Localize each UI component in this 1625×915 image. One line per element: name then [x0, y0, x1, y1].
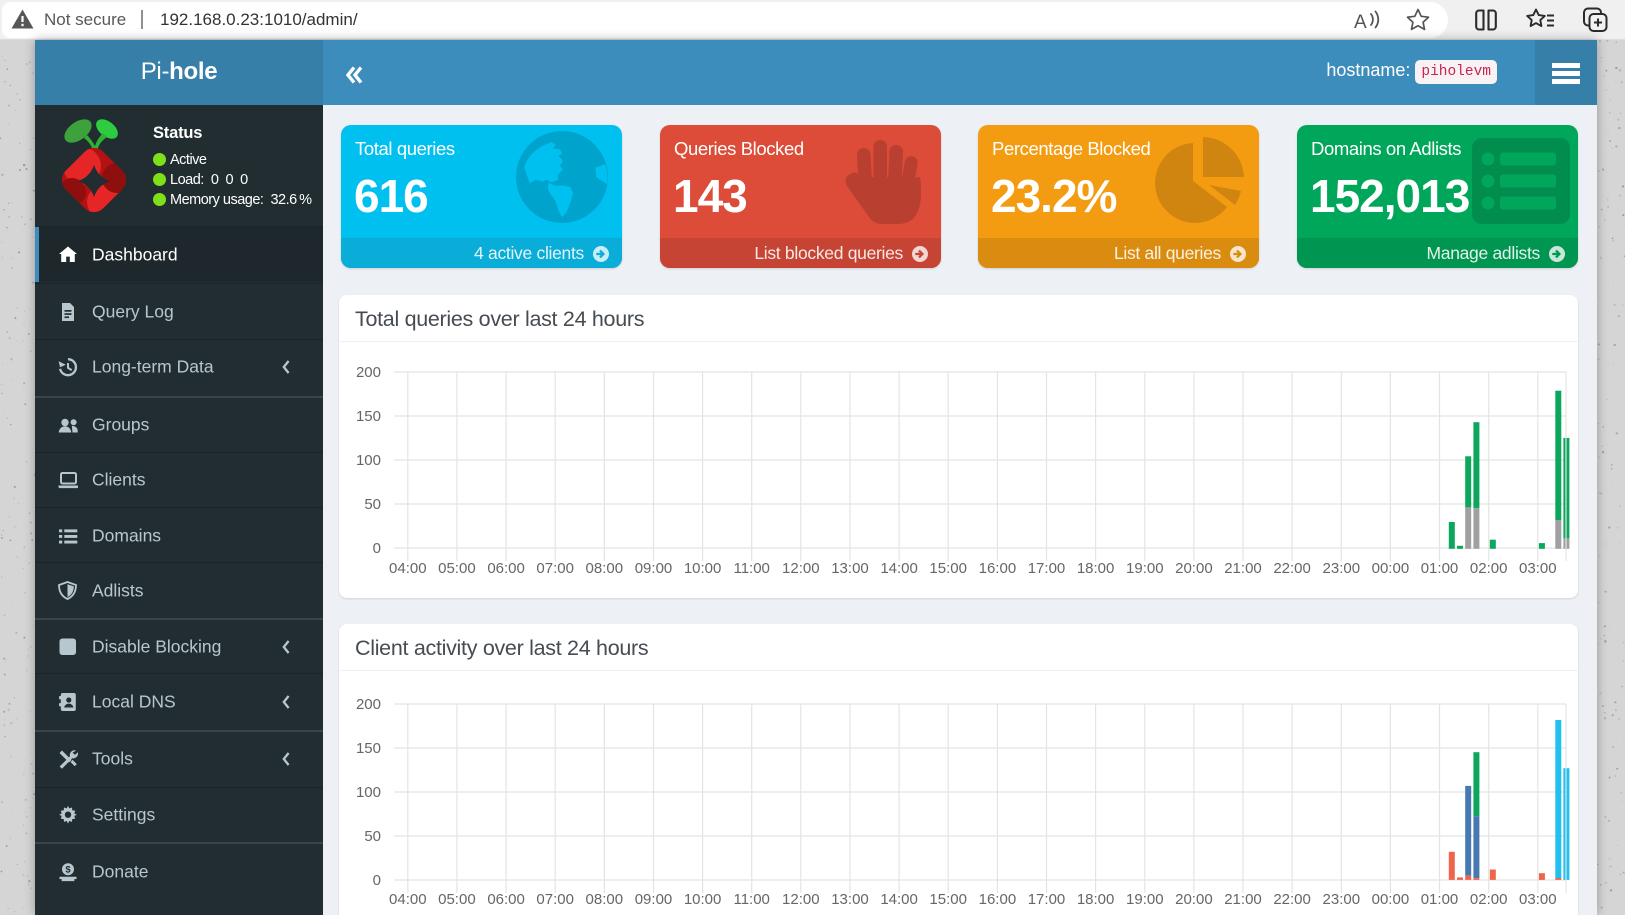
svg-text:08:00: 08:00	[586, 891, 624, 908]
svg-text:18:00: 18:00	[1077, 560, 1115, 577]
svg-text:150: 150	[356, 408, 381, 425]
svg-text:04:00: 04:00	[389, 560, 427, 577]
svg-text:50: 50	[364, 828, 381, 845]
svg-text:05:00: 05:00	[438, 560, 476, 577]
svg-text:200: 200	[356, 696, 381, 713]
svg-text:04:00: 04:00	[389, 891, 427, 908]
svg-text:50: 50	[364, 496, 381, 513]
svg-text:21:00: 21:00	[1224, 560, 1262, 577]
svg-text:14:00: 14:00	[880, 891, 918, 908]
svg-text:07:00: 07:00	[536, 891, 574, 908]
svg-text:13:00: 13:00	[831, 891, 869, 908]
svg-text:15:00: 15:00	[929, 891, 967, 908]
svg-text:02:00: 02:00	[1470, 560, 1508, 577]
svg-text:A: A	[1354, 12, 1367, 33]
svg-text:200: 200	[356, 364, 381, 381]
svg-text:0: 0	[373, 540, 381, 557]
svg-text:14:00: 14:00	[880, 560, 918, 577]
svg-text:06:00: 06:00	[487, 891, 525, 908]
svg-text:09:00: 09:00	[635, 891, 673, 908]
svg-text:20:00: 20:00	[1175, 891, 1213, 908]
svg-text:100: 100	[356, 784, 381, 801]
svg-text:20:00: 20:00	[1175, 560, 1213, 577]
svg-text:12:00: 12:00	[782, 891, 820, 908]
svg-text:08:00: 08:00	[586, 560, 624, 577]
svg-text:10:00: 10:00	[684, 560, 722, 577]
svg-text:02:00: 02:00	[1470, 891, 1508, 908]
svg-text:19:00: 19:00	[1126, 560, 1164, 577]
svg-text:23:00: 23:00	[1323, 560, 1361, 577]
svg-text:$: $	[65, 864, 71, 875]
svg-text:17:00: 17:00	[1028, 891, 1066, 908]
svg-text:22:00: 22:00	[1273, 560, 1311, 577]
svg-text:150: 150	[356, 740, 381, 757]
svg-text:22:00: 22:00	[1273, 891, 1311, 908]
svg-text:00:00: 00:00	[1372, 560, 1410, 577]
svg-text:100: 100	[356, 452, 381, 469]
svg-text:07:00: 07:00	[536, 560, 574, 577]
svg-text:10:00: 10:00	[684, 891, 722, 908]
svg-text:11:00: 11:00	[733, 891, 769, 908]
svg-text:19:00: 19:00	[1126, 891, 1164, 908]
svg-text:13:00: 13:00	[831, 560, 869, 577]
svg-text:03:00: 03:00	[1519, 560, 1557, 577]
svg-text:18:00: 18:00	[1077, 891, 1115, 908]
svg-text:12:00: 12:00	[782, 560, 820, 577]
svg-text:01:00: 01:00	[1421, 560, 1459, 577]
svg-text:16:00: 16:00	[979, 891, 1017, 908]
svg-text:17:00: 17:00	[1028, 560, 1066, 577]
svg-text:00:00: 00:00	[1372, 891, 1410, 908]
svg-text:11:00: 11:00	[733, 560, 769, 577]
svg-text:16:00: 16:00	[979, 560, 1017, 577]
svg-text:05:00: 05:00	[438, 891, 476, 908]
svg-text:09:00: 09:00	[635, 560, 673, 577]
svg-text:15:00: 15:00	[929, 560, 967, 577]
svg-text:21:00: 21:00	[1224, 891, 1262, 908]
svg-text:01:00: 01:00	[1421, 891, 1459, 908]
svg-text:23:00: 23:00	[1323, 891, 1361, 908]
svg-text:06:00: 06:00	[487, 560, 525, 577]
svg-text:03:00: 03:00	[1519, 891, 1557, 908]
svg-text:0: 0	[373, 872, 381, 889]
